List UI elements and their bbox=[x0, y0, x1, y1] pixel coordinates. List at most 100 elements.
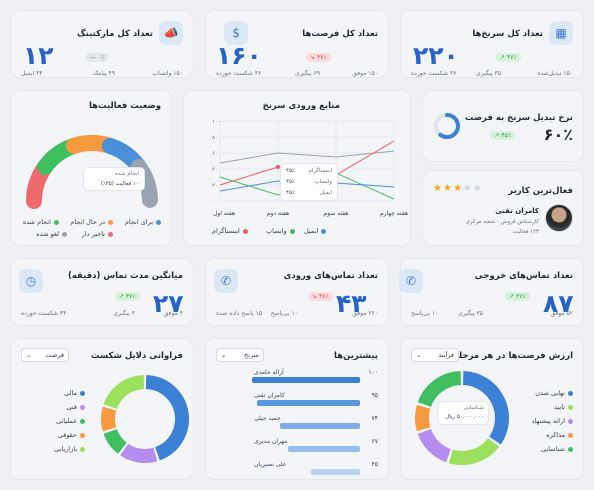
leader-name: آزاله حامدی bbox=[254, 369, 284, 376]
chevron-down-icon: ⌄ bbox=[221, 351, 227, 359]
tooltip-line-instagram-label: اینستاگرام bbox=[308, 168, 332, 174]
star-icon: ★ bbox=[472, 183, 483, 194]
legend-delayed: تاخیر دار bbox=[82, 230, 113, 238]
slice-identification bbox=[417, 371, 462, 408]
leads-badge: ۴۷٪ ↗ bbox=[496, 53, 521, 62]
leader-bar bbox=[257, 400, 360, 406]
leads-stat-followup: ۳۵ پیگیری bbox=[476, 70, 501, 77]
leader-bar bbox=[280, 423, 360, 429]
tooltip-line-instagram-value: ۴۵٪ bbox=[286, 168, 295, 174]
outgoing-calls-title: تعداد تماس‌های خروجی bbox=[474, 271, 573, 281]
outgoing-calls-card: ✆ تعداد تماس‌های خروجی ۸۷ ۴۷٪ ↗ ۵۲ موفق … bbox=[399, 258, 584, 326]
opportunities-value: ۱۶۰ bbox=[216, 41, 262, 70]
chevron-down-icon: ⌄ bbox=[416, 351, 422, 359]
incoming-stat-success: ۲۶۰ موفق bbox=[352, 310, 378, 317]
y-tick-20: ۲۰ bbox=[212, 183, 218, 189]
marketing-title: تعداد کل مارکتینگ bbox=[76, 29, 153, 39]
user-group-icon: ▦ bbox=[549, 21, 573, 45]
leader-bar bbox=[311, 469, 360, 475]
conversion-ring bbox=[434, 113, 460, 139]
activity-status-card: وضعیت فعالیت‌ها انجام شده ۱۰ فعالیت (۴۵٪… bbox=[10, 90, 172, 246]
leads-title: تعداد کل سرنخ‌ها bbox=[472, 29, 543, 39]
marketing-stat-whatsapp: ۱۵۰ واتساپ bbox=[152, 70, 183, 77]
legend-cancelled: لغو شده bbox=[36, 230, 67, 238]
conversion-badge: ۴۵٪ ↗ bbox=[490, 131, 515, 140]
legend-negotiation: مذاکره bbox=[546, 431, 573, 439]
legend-approved: تایید bbox=[554, 403, 573, 411]
conversion-card: نرخ تبدیل سرنخ به فرصت ۶۰٪ ۴۵٪ ↗ bbox=[422, 90, 584, 162]
legend-done: انجام شده bbox=[23, 218, 59, 226]
marketing-badge: ۰٪ — bbox=[86, 53, 109, 62]
chevron-down-icon: ⌄ bbox=[26, 351, 32, 359]
y-tick-0: ۰ bbox=[212, 199, 215, 205]
marketing-value: ۱۲ bbox=[23, 41, 54, 70]
incoming-stat-answered: ۱۵ پاسخ داده شده bbox=[216, 310, 263, 317]
slice-approved bbox=[448, 437, 500, 465]
series-gray-line bbox=[219, 150, 395, 164]
pipeline-filter-select[interactable]: فرآیند ⌄ bbox=[411, 348, 459, 362]
lead-sources-card: منابع ورودی سرنخ ۱۰۰ ۸۰ ۶۰ ۴۰ ۲۰ ۰ هفته … bbox=[183, 90, 411, 246]
call-duration-title: میانگین مدت تماس (دقیقه) bbox=[67, 271, 183, 281]
activity-tooltip-value: ۱۰ فعالیت (۴۵٪) bbox=[100, 181, 139, 187]
tooltip-line-whatsapp-value: ۴۵٪ bbox=[286, 179, 295, 185]
incoming-stat-unanswered: ۱۰ بی‌پاسخ bbox=[270, 310, 298, 317]
pipeline-tooltip: شناسایی ۵۰,۰۰۰,۰۰۰ ریال bbox=[437, 401, 489, 425]
y-axis-ticks: ۱۰۰ ۸۰ ۶۰ ۴۰ ۲۰ ۰ bbox=[212, 119, 221, 205]
avatar bbox=[545, 204, 573, 232]
y-tick-60: ۶۰ bbox=[212, 151, 218, 157]
rating-stars: ★★★★★ bbox=[433, 183, 483, 194]
incoming-calls-title: تعداد تماس‌های ورودی bbox=[283, 271, 378, 281]
x-tick-week4: هفته چهارم bbox=[380, 210, 408, 217]
legend-email: ایمیل bbox=[304, 227, 327, 235]
slice-technical bbox=[120, 443, 158, 463]
phone-incoming-icon: ✆ bbox=[214, 269, 238, 293]
x-tick-week1: هفته اول bbox=[213, 210, 235, 217]
leader-value: ۷۴ bbox=[371, 415, 378, 422]
leaders-card: پیشترین‌ها سرنخ ⌄ ۱۰۰ آزاله حامدی ۹۵ کامران … bbox=[205, 338, 389, 480]
leader-name: مهران مدیری bbox=[254, 438, 288, 445]
outgoing-calls-badge: ۴۷٪ ↗ bbox=[505, 292, 530, 301]
pipeline-tooltip-label: شناسایی bbox=[463, 405, 484, 411]
pipeline-donut bbox=[415, 371, 509, 465]
call-duration-stat-failed: ۴۴ شکست خورده bbox=[21, 310, 67, 317]
opportunities-stat-followup: ۶۹ پیگیری bbox=[295, 70, 320, 77]
slice-negotiation bbox=[415, 404, 431, 432]
legend-identification: شناسایی bbox=[541, 445, 573, 453]
loss-reasons-donut bbox=[101, 375, 189, 463]
leader-name: کامران تقنی bbox=[254, 392, 285, 399]
leader-value: ۱۰۰ bbox=[368, 369, 378, 376]
legend-financial: مالی bbox=[64, 389, 85, 397]
legend-instagram: اینستاگرام bbox=[212, 227, 248, 235]
clock-icon: ◷ bbox=[19, 269, 43, 293]
leaders-filter-select[interactable]: سرنخ ⌄ bbox=[216, 348, 264, 362]
legend-finalized: نهایی شدن bbox=[535, 389, 573, 397]
legend-legal: حقوقی bbox=[58, 431, 85, 439]
highlight-point bbox=[276, 165, 280, 169]
leader-name: حمید جیلی bbox=[254, 415, 281, 422]
loss-reasons-filter-select[interactable]: فرصت ⌄ bbox=[21, 348, 69, 362]
activity-tooltip-label: انجام شده bbox=[115, 171, 139, 177]
y-tick-80: ۸۰ bbox=[212, 135, 218, 141]
legend-marketing: بازاریابی bbox=[54, 445, 85, 453]
loss-reasons-title: فراوانی دلایل شکست bbox=[90, 351, 183, 361]
legend-whatsapp: واتساپ bbox=[266, 227, 295, 235]
legend-operational: عملیاتی bbox=[56, 417, 85, 425]
opportunities-card: $ تعداد کل فرصت‌ها ۱۶۰ ۴۷٪ ↘ ۱۵۰ موفق ۶۹… bbox=[205, 10, 389, 78]
leader-name: علی نصیریان bbox=[254, 461, 287, 468]
leads-stat-failed: ۳۷ شکست خورده bbox=[411, 70, 457, 77]
x-tick-week2: هفته دوم bbox=[267, 210, 289, 217]
tooltip-line-email-value: ۴۵٪ bbox=[286, 190, 295, 196]
outgoing-calls-value: ۸۷ bbox=[543, 289, 574, 318]
loss-reasons-card: فراوانی دلایل شکست فرصت ⌄ مالی فنی عملیات… bbox=[10, 338, 194, 480]
leads-stat-converted: ۱۵۰ تبدیل‌شده bbox=[537, 70, 573, 77]
star-icon: ★ bbox=[462, 183, 473, 194]
leader-value: ۹۵ bbox=[371, 392, 378, 399]
slice-finalized bbox=[462, 371, 509, 445]
outgoing-stat-success: ۵۲ موفق bbox=[550, 310, 573, 317]
activity-tooltip: انجام شده ۱۰ فعالیت (۴۵٪) bbox=[83, 167, 145, 191]
opportunities-stat-success: ۱۵۰ موفق bbox=[352, 70, 378, 77]
incoming-calls-value: ۴۳ bbox=[336, 289, 367, 318]
conversion-value: ۶۰٪ bbox=[543, 125, 573, 144]
opportunities-badge: ۴۷٪ ↘ bbox=[306, 53, 331, 62]
marketing-card: 📣 تعداد کل مارکتینگ ۱۲ ۰٪ — ۱۵۰ واتساپ ۴… bbox=[10, 10, 194, 78]
